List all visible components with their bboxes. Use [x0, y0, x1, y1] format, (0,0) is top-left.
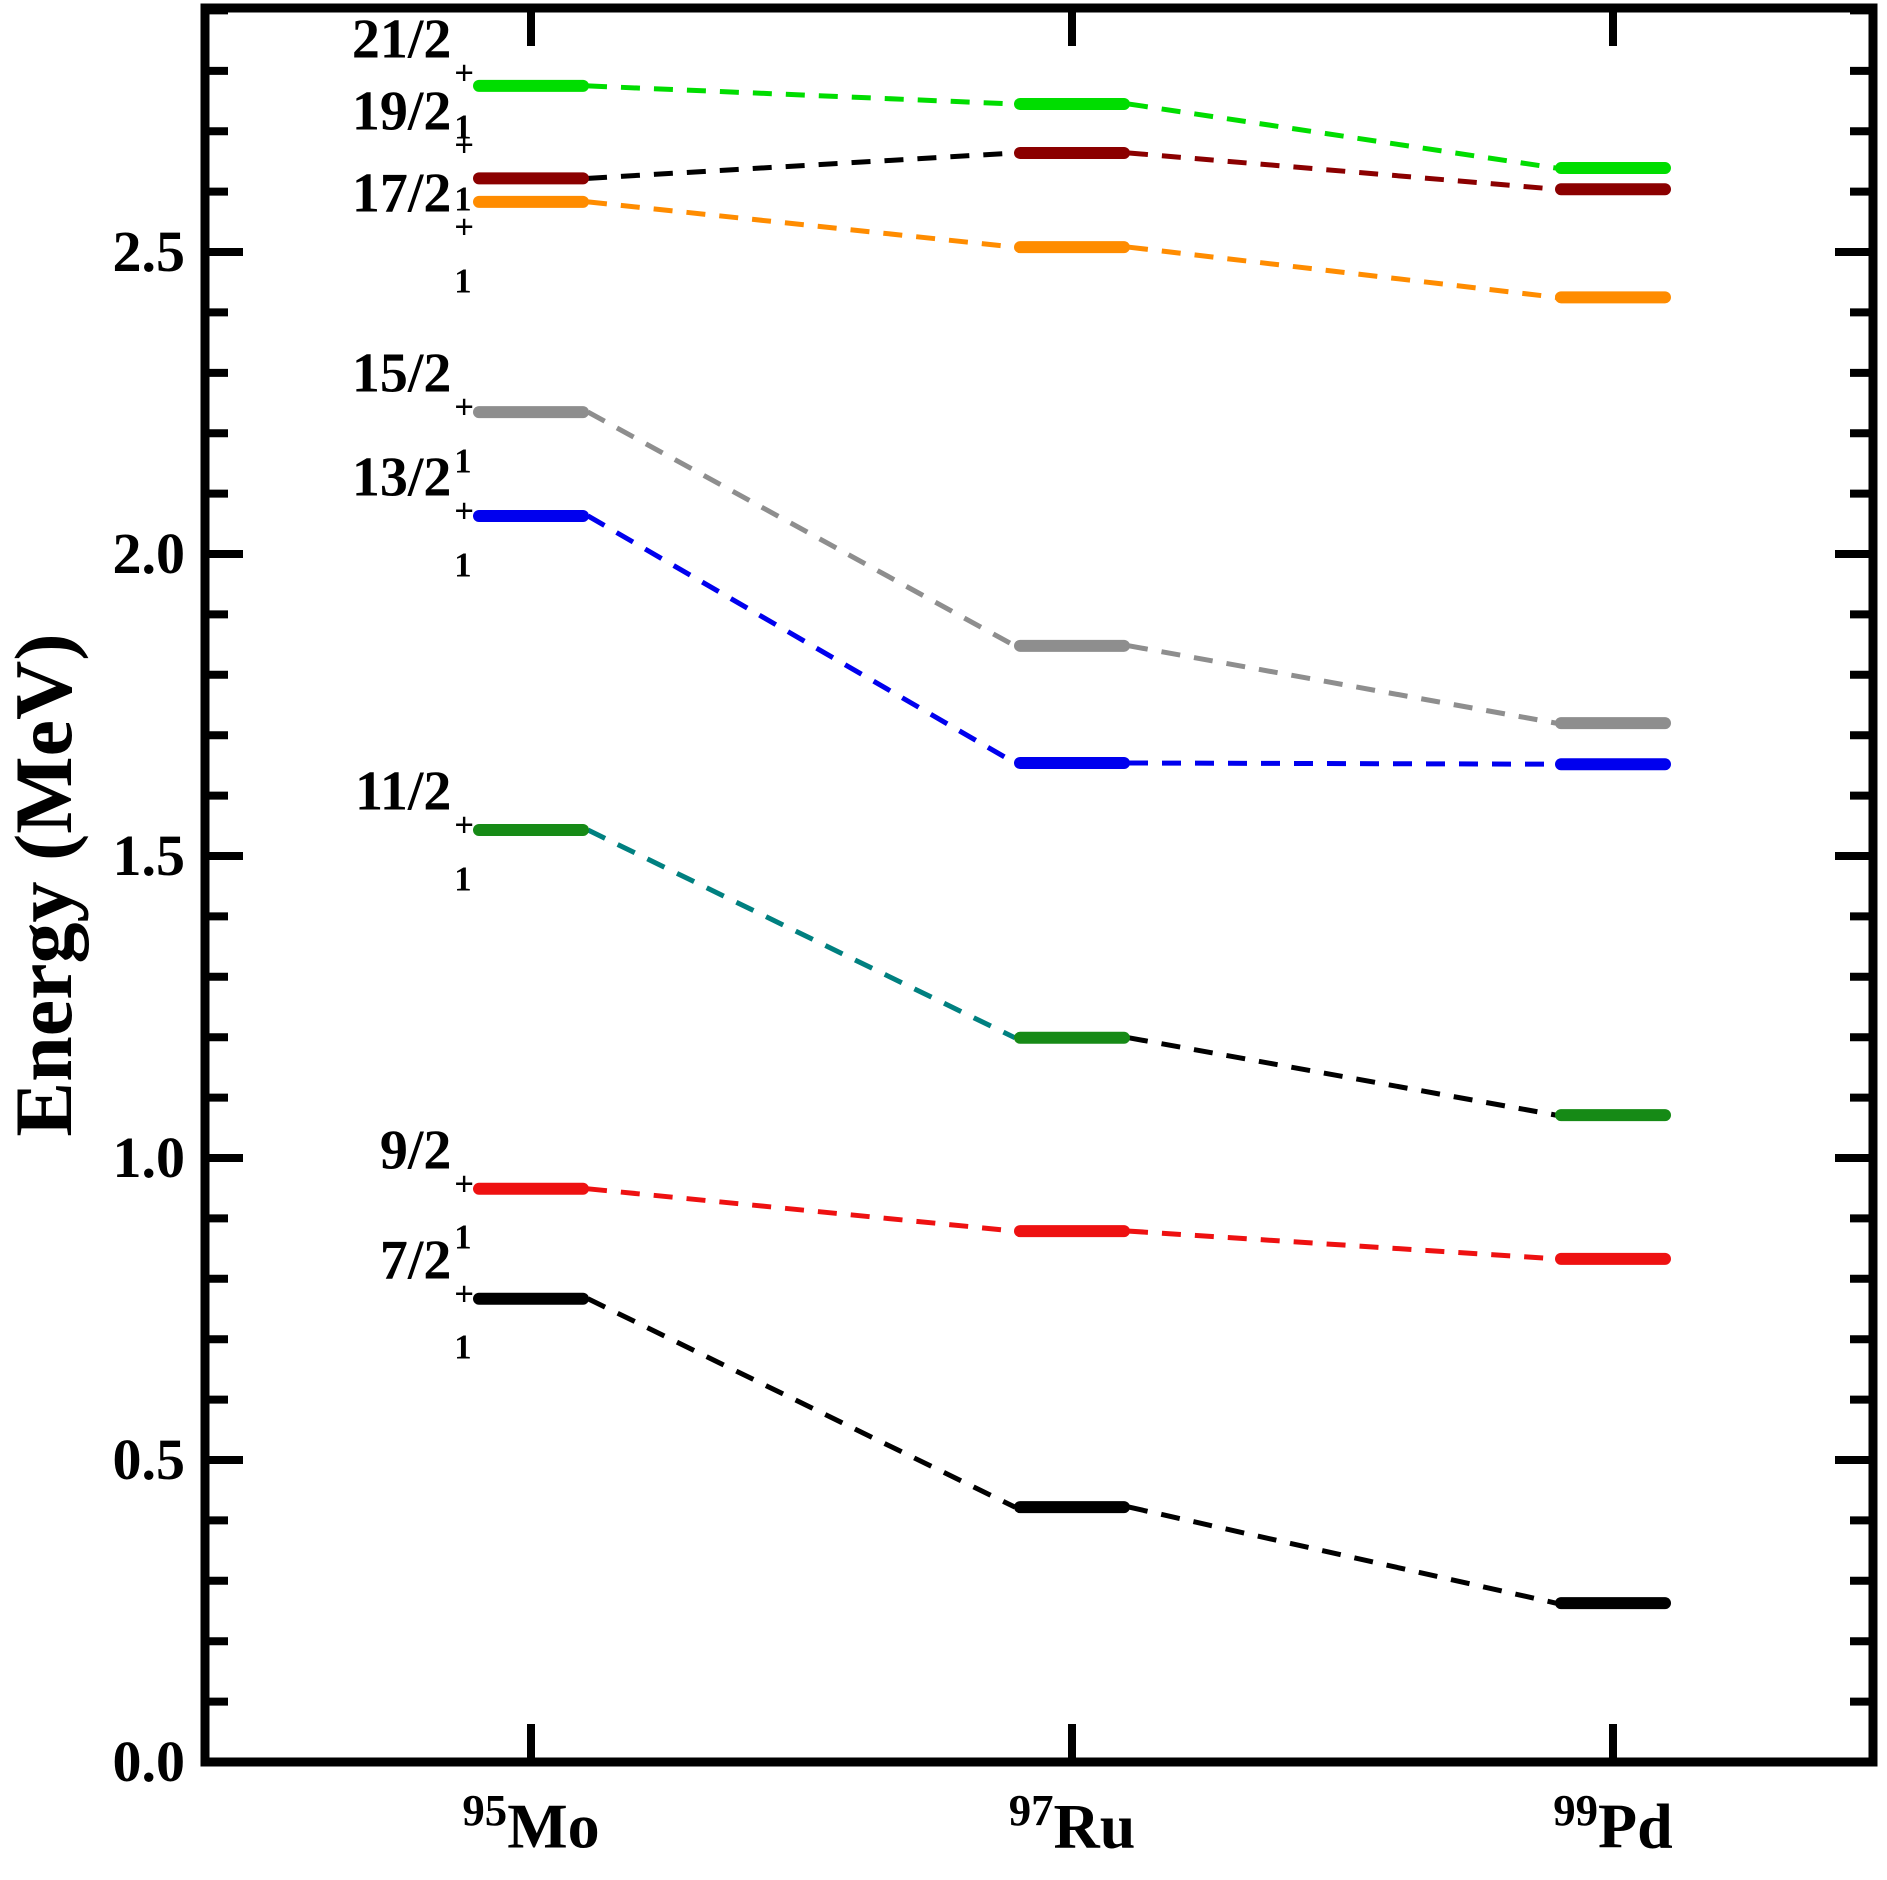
level-connector-17/2+_1-0 — [587, 199, 1016, 250]
spin-label-17-2: 17/2 +1 — [351, 162, 474, 300]
spin-label-13-2: 13/2 +1 — [351, 446, 474, 584]
level-connector-13/2+_1-0 — [586, 513, 1017, 766]
level-connector-13/2+_1-1 — [1128, 760, 1557, 767]
mass-number: 95 — [462, 1785, 508, 1835]
x-category-label-97Ru: 97Ru — [1009, 1788, 1136, 1858]
spin-label-9-2: 9/2 +1 — [379, 1119, 474, 1257]
level-connector-21/2+_1-1 — [1128, 101, 1557, 171]
y-tick-label-0.5: 0.5 — [112, 1427, 186, 1492]
spin-label-7-2: 7/2 +1 — [379, 1229, 474, 1367]
level-connector-9/2+_1-1 — [1128, 1228, 1557, 1262]
y-tick-label-2.0: 2.0 — [112, 521, 186, 586]
spin-label-21-2: 21/2 +1 — [351, 8, 474, 146]
element-symbol: Mo — [507, 1790, 600, 1862]
plot-border — [200, 3, 1878, 1767]
spin-label-11-2: 11/2 +1 — [354, 760, 474, 898]
level-connector-11/2+_1-1 — [1128, 1035, 1557, 1118]
spin-label-19-2: 19/2 +1 — [351, 80, 474, 219]
level-connector-17/2+_1-1 — [1128, 244, 1557, 300]
element-symbol: Ru — [1053, 1790, 1136, 1862]
x-category-label-95Mo: 95Mo — [462, 1788, 599, 1858]
y-tick-label-1.5: 1.5 — [112, 823, 186, 888]
level-connector-7/2+_1-1 — [1128, 1504, 1557, 1606]
element-symbol: Pd — [1598, 1790, 1673, 1862]
level-connector-15/2+_1-0 — [586, 409, 1017, 649]
x-category-label-99Pd: 99Pd — [1553, 1788, 1672, 1858]
level-connector-19/2+_1-1 — [1128, 150, 1557, 192]
level-connector-7/2+_1-0 — [586, 1296, 1017, 1510]
y-tick-label-2.5: 2.5 — [112, 219, 186, 284]
level-connector-19/2+_1-0 — [587, 150, 1016, 181]
level-connector-21/2+_1-0 — [587, 83, 1016, 107]
mass-number: 99 — [1553, 1785, 1599, 1835]
level-connector-15/2+_1-1 — [1128, 643, 1557, 726]
y-tick-label-1.0: 1.0 — [112, 1125, 186, 1190]
mass-number: 97 — [1008, 1785, 1054, 1835]
y-tick-label-0.0: 0.0 — [112, 1729, 186, 1794]
spin-label-15-2: 15/2 +1 — [351, 342, 474, 481]
level-connector-11/2+_1-0 — [586, 827, 1017, 1041]
level-connector-9/2+_1-0 — [587, 1186, 1016, 1234]
y-axis-title: Energy (MeV) — [0, 633, 89, 1137]
